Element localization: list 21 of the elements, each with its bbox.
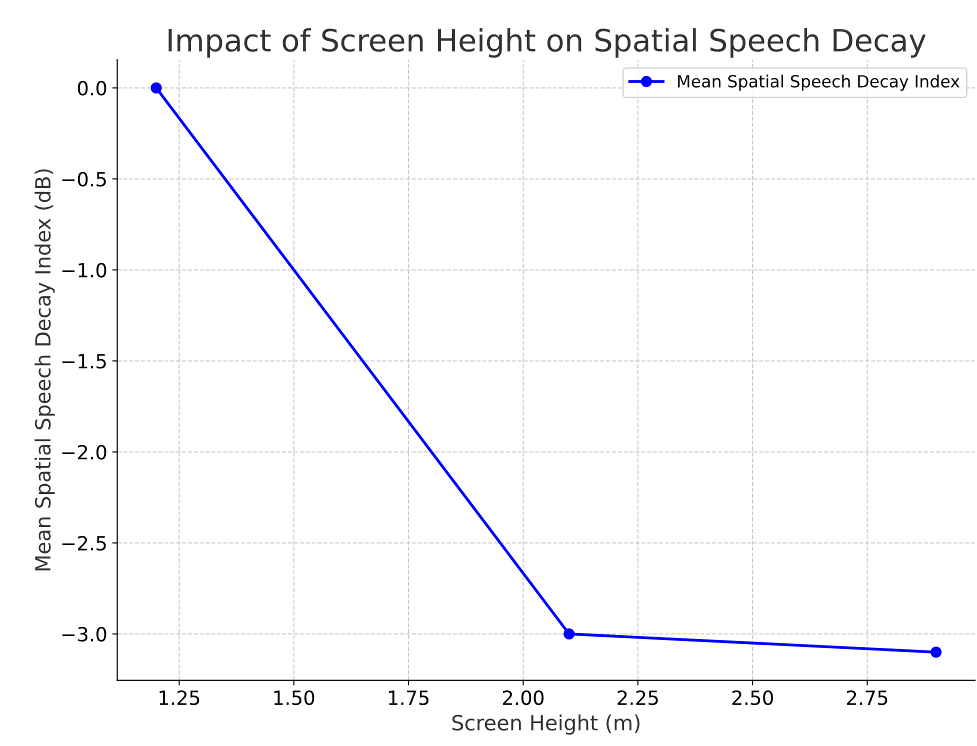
x-tick-label: 1.50 bbox=[274, 690, 314, 706]
x-tick-label: 2.00 bbox=[502, 690, 544, 706]
y-tick-label: −2.0 bbox=[62, 444, 106, 460]
x-tick-label: 1.25 bbox=[160, 690, 200, 706]
x-axis-title: Screen Height (m) bbox=[452, 714, 640, 735]
point bbox=[564, 628, 575, 640]
legend-label: Mean Spatial Speech Decay Index bbox=[678, 74, 960, 91]
x-tick-label: 2.50 bbox=[732, 690, 773, 706]
y-tick-label: −2.5 bbox=[62, 536, 106, 551]
y-axis-title: Mean Spatial Speech Decay Index (dB) bbox=[34, 169, 55, 570]
chart-title: Impact of Screen Height on Spatial Speech Decay bbox=[168, 28, 926, 58]
point bbox=[150, 82, 162, 94]
y-tick-label: −1.0 bbox=[62, 262, 106, 278]
y-tick-label: 0.0 bbox=[78, 80, 106, 96]
point bbox=[930, 646, 942, 658]
x-tick-label: 1.75 bbox=[389, 690, 428, 706]
x-tick-label: 2.25 bbox=[618, 690, 658, 706]
y-tick-label: −3.0 bbox=[62, 626, 106, 642]
y-tick-label: −0.5 bbox=[62, 172, 106, 187]
y-tick-label: −1.5 bbox=[62, 354, 106, 369]
x-tick-label: 2.75 bbox=[847, 690, 888, 706]
